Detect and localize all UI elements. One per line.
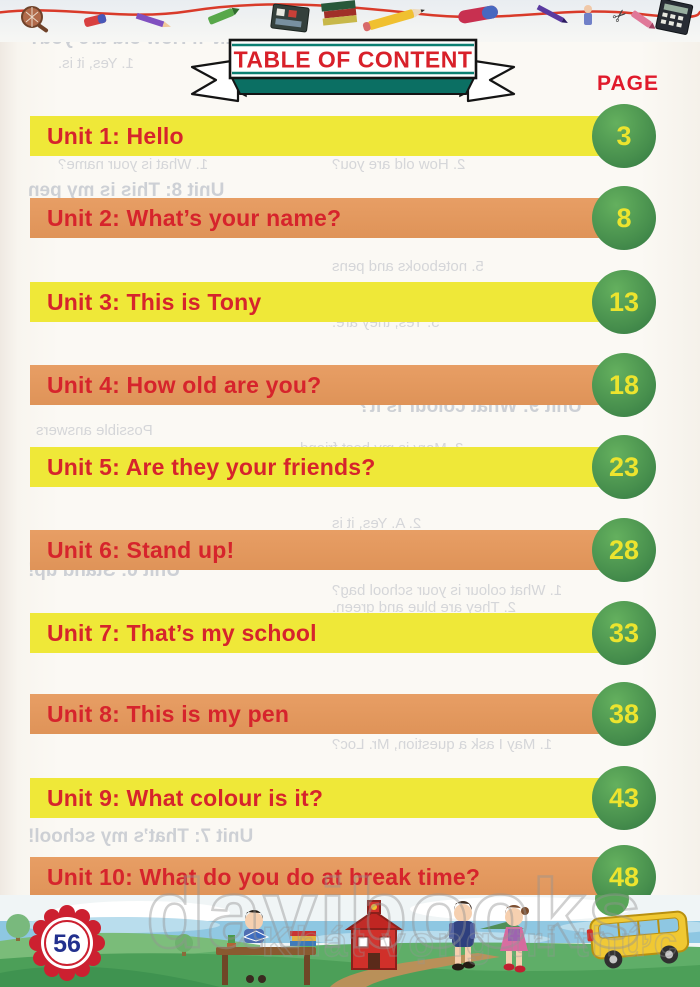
showthrough-text: 1. Yes, it is. <box>58 55 134 72</box>
school-supplies-border: ✂ <box>0 0 700 35</box>
showthrough-text: 1. What colour is your school bag? <box>332 582 563 599</box>
page-number-circle: 13 <box>592 270 656 334</box>
toc-row-unit-2: Unit 2: What’s your name? 8 <box>0 186 700 250</box>
top-decorative-border: ✂ <box>0 0 700 42</box>
page-number-circle: 8 <box>592 186 656 250</box>
school-bus <box>586 910 690 969</box>
unit-title: Unit 4: How old are you? <box>47 371 322 398</box>
crayon-icon <box>631 10 656 29</box>
folio-number: 56 <box>53 930 81 958</box>
ribbon-fold <box>230 77 476 95</box>
doll-icon <box>584 5 592 25</box>
unit-bar: Unit 7: That’s my school <box>30 613 640 653</box>
watermark-davibooks: davibooks <box>145 858 644 970</box>
calculator-icon <box>655 0 694 35</box>
scissors-icon: ✂ <box>608 4 631 28</box>
unit-title: Unit 2: What’s your name? <box>47 204 342 231</box>
reading-boy-at-desk <box>216 910 316 985</box>
eraser-icon <box>83 14 107 27</box>
page-number: 18 <box>608 369 640 400</box>
unit-bar: Unit 1: Hello <box>30 116 640 156</box>
toc-row-unit-7: Unit 7: That’s my school 33 <box>0 601 700 665</box>
crayon-icon <box>208 7 240 25</box>
page-number: 43 <box>608 782 640 813</box>
unit-bar: Unit 4: How old are you? <box>30 365 640 405</box>
tennis-racket-icon <box>21 6 49 33</box>
page-number-circle: 18 <box>592 353 656 417</box>
page-number-circle: 28 <box>592 518 656 582</box>
unit-bar: Unit 6: Stand up! <box>30 530 640 570</box>
watermark-slogan: Khát vọng tri thức <box>261 917 681 966</box>
unit-title: Unit 5: Are they your friends? <box>47 453 376 480</box>
unit-bar: Unit 5: Are they your friends? <box>30 447 640 487</box>
page-number-circle: 43 <box>592 766 656 830</box>
eraser-pill-icon <box>458 5 498 24</box>
toc-row-unit-1: Unit 1: Hello 3 <box>0 104 700 168</box>
page-number-circle: 33 <box>592 601 656 665</box>
unit-bar: Unit 3: This is Tony <box>30 282 640 322</box>
page-number: 28 <box>608 534 640 565</box>
page-number: 38 <box>608 698 640 729</box>
pen-icon <box>536 4 568 23</box>
page-number: 13 <box>608 286 640 317</box>
page-number: 23 <box>608 451 640 482</box>
page-title: TABLE OF CONTENT <box>234 47 473 73</box>
unit-title: Unit 10: What do you do at break time? <box>47 863 481 890</box>
page-number-circle: 23 <box>592 435 656 499</box>
unit-title: Unit 1: Hello <box>47 122 184 149</box>
walking-boy <box>449 901 475 971</box>
unit-title: Unit 6: Stand up! <box>47 536 235 563</box>
unit-title: Unit 8: This is my pen <box>47 700 290 727</box>
schoolhouse <box>344 900 404 970</box>
toc-row-unit-3: Unit 3: This is Tony 13 <box>0 270 700 334</box>
bottom-illustration <box>0 895 700 987</box>
unit-bar: Unit 10: What do you do at break time? <box>30 857 640 897</box>
page-number: 48 <box>608 861 640 892</box>
unit-title: Unit 7: That’s my school <box>47 619 317 646</box>
ribbon-right-tail <box>466 58 516 103</box>
page-number-circle: 3 <box>592 104 656 168</box>
walking-girl <box>500 905 529 973</box>
unit-title: Unit 9: What colour is it? <box>47 784 324 811</box>
pencil-icon <box>135 12 171 28</box>
toc-row-unit-4: Unit 4: How old are you? 18 <box>0 353 700 417</box>
page-number: 8 <box>616 202 632 233</box>
title-banner: TABLE OF CONTENT <box>190 38 516 103</box>
toc-row-unit-8: Unit 8: This is my pen 38 <box>0 682 700 746</box>
ribbon-left-tail <box>190 58 240 103</box>
unit-bar: Unit 9: What colour is it? <box>30 778 640 818</box>
toc-row-unit-6: Unit 6: Stand up! 28 <box>0 518 700 582</box>
cassette-icon <box>270 3 310 33</box>
unit-title: Unit 3: This is Tony <box>47 288 262 315</box>
ribbon-band <box>228 38 478 80</box>
toc-row-unit-9: Unit 9: What colour is it? 43 <box>0 766 700 830</box>
book-stack-icon <box>321 0 358 26</box>
unit-bar: Unit 8: This is my pen <box>30 694 640 734</box>
toc-row-unit-10: Unit 10: What do you do at break time? 4… <box>0 845 700 909</box>
unit-bar: Unit 2: What’s your name? <box>30 198 640 238</box>
big-pencil-icon <box>362 8 425 32</box>
page-column-header: PAGE <box>597 72 659 95</box>
toc-row-unit-5: Unit 5: Are they your friends? 23 <box>0 435 700 499</box>
page-number: 33 <box>608 617 640 648</box>
folio-badge: 56 <box>29 905 105 981</box>
page-number-circle: 38 <box>592 682 656 746</box>
page-number: 3 <box>616 120 632 151</box>
